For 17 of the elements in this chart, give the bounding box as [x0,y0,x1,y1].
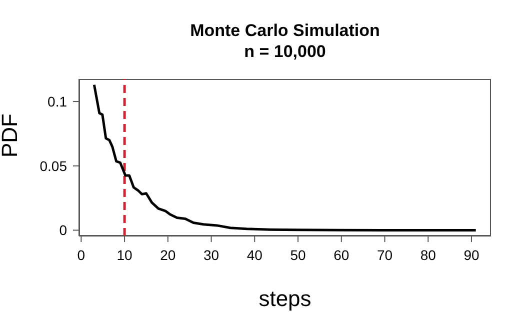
x-tick-label: 70 [376,246,393,263]
y-tick-label: 0.05 [40,158,68,174]
y-axis-title: PDF [0,114,22,158]
x-tick-label: 0 [77,246,86,263]
y-tick-label: 0 [59,222,68,238]
x-tick-label: 10 [116,246,133,263]
x-tick-label: 80 [420,246,436,263]
x-axis-title: steps [258,286,312,311]
chart-subtitle: n = 10,000 [243,41,327,62]
x-tick-label: 30 [203,246,220,263]
x-tick-label: 50 [290,246,306,263]
x-tick-label: 90 [464,246,480,263]
x-tick-label: 20 [160,246,176,263]
x-tick-label: 40 [246,246,263,263]
x-tick-label: 60 [334,246,350,263]
chart-title: Monte Carlo Simulation [189,20,381,41]
y-tick-label: 0.1 [48,93,68,110]
